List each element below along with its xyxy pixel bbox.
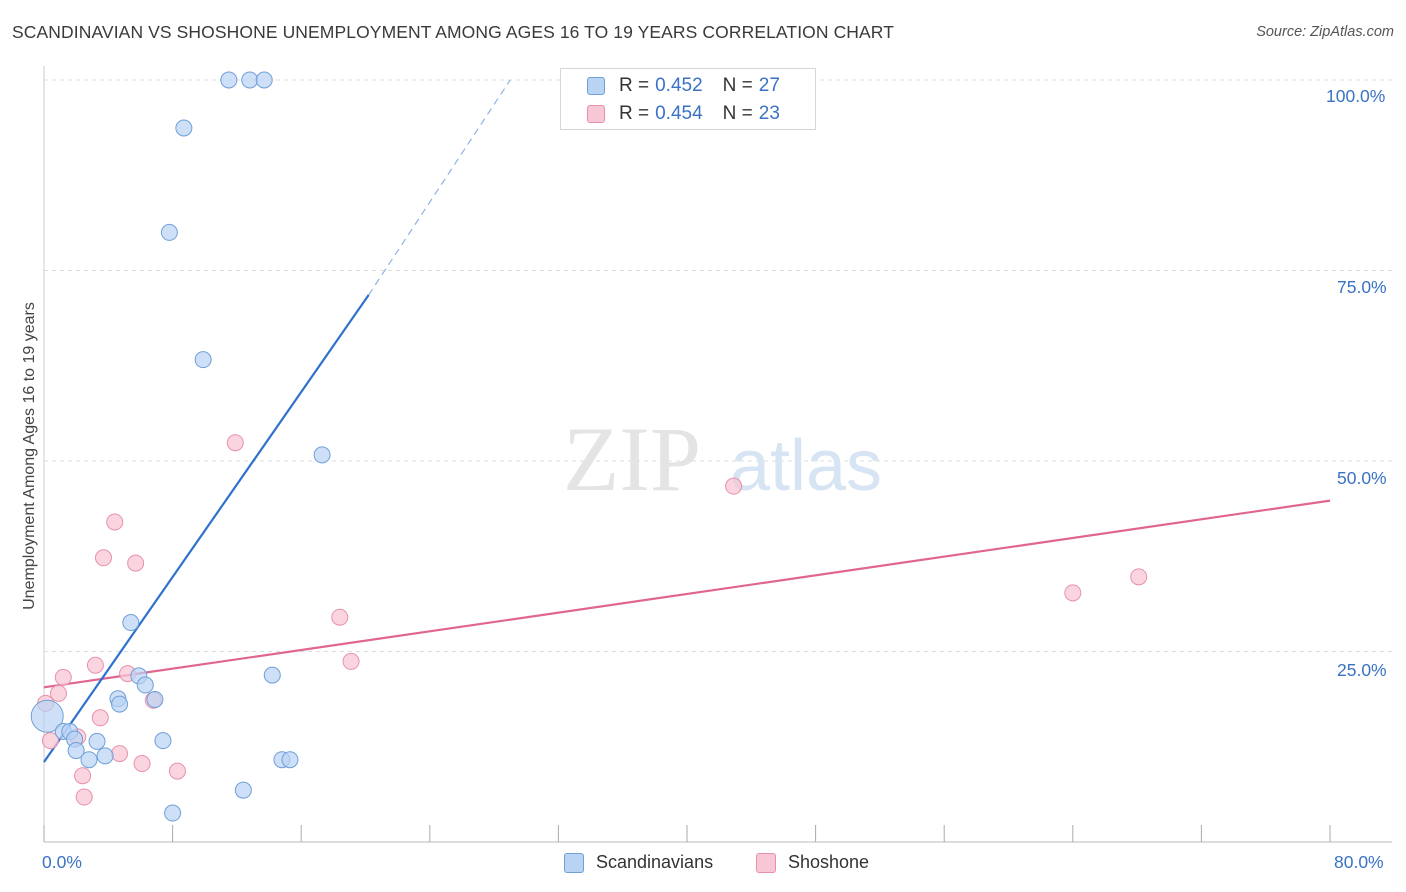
data-point-shoshone [127,554,145,572]
trend-lines [43,79,1331,763]
n-label: N = [722,75,753,96]
data-point-shoshone [54,668,72,686]
data-point-shoshone [49,684,67,702]
data-point-shoshone [331,608,349,626]
legend-item-shoshone: Shoshone [756,852,869,873]
data-point-scandinavians [96,747,114,765]
r-label: R = [619,103,650,124]
data-point-shoshone [94,549,112,567]
data-point-scandinavians [164,804,182,822]
data-point-scandinavians [281,751,299,769]
data-point-shoshone [168,762,186,780]
data-point-shoshone [1064,584,1082,602]
r-value: 0.452 [655,75,703,96]
swatch-blue-square [587,77,605,95]
series-legend: Scandinavians Shoshone [0,852,1406,876]
data-point-shoshone [133,755,151,773]
legend-label: Scandinavians [596,852,714,872]
legend-label: Shoshone [788,852,870,872]
y-tick-label: 25.0% [1337,660,1387,680]
source-label: Source: ZipAtlas.com [1256,24,1394,40]
data-point-shoshone [1130,568,1148,586]
y-tick-label: 75.0% [1337,277,1387,297]
gridlines [44,79,1392,652]
data-point-scandinavians [67,742,85,760]
data-point-shoshone [342,652,360,670]
data-point-scandinavians [175,119,193,137]
data-point-scandinavians [136,676,154,694]
data-point-shoshone [725,477,743,495]
r-value: 0.454 [655,103,703,124]
data-point-scandinavians [194,351,212,369]
x-tick-label-max: 80.0% [1334,852,1384,872]
data-points [30,71,1148,822]
correlation-legend: R = 0.452 N = 27 R = 0.454 N = 23 [560,68,816,130]
swatch-pink-square [756,852,776,873]
data-point-shoshone [106,513,124,531]
legend-row-scandinavians: R = 0.452 N = 27 [587,72,780,100]
data-point-scandinavians [80,751,98,769]
data-point-scandinavians [122,614,140,632]
chart-title: SCANDINAVIAN VS SHOSHONE UNEMPLOYMENT AM… [12,22,895,42]
data-point-shoshone [86,656,104,674]
swatch-blue-square [564,852,584,873]
data-point-scandinavians [154,732,172,750]
legend-item-scandinavians: Scandinavians [564,852,713,873]
watermark-atlas: atlas [730,426,882,506]
data-point-shoshone [111,745,129,763]
axes [43,66,1392,843]
data-point-scandinavians [255,71,273,89]
trend-line-shoshone [43,499,1331,689]
r-label: R = [619,75,650,96]
legend-row-shoshone: R = 0.454 N = 23 [587,100,780,128]
trend-line-extension [368,79,511,296]
data-point-shoshone [226,434,244,452]
n-value: 23 [758,103,780,124]
watermark: ZIP atlas [563,408,882,510]
data-point-scandinavians [30,699,64,733]
y-tick-label: 100.0% [1326,86,1386,106]
data-point-scandinavians [146,691,164,709]
trend-line-scandinavians [43,294,370,763]
data-point-scandinavians [220,71,238,89]
data-point-scandinavians [241,71,259,89]
data-point-shoshone [41,732,59,750]
data-point-scandinavians [111,695,129,713]
data-point-scandinavians [263,666,281,684]
data-point-shoshone [75,788,93,806]
data-point-scandinavians [88,732,106,750]
swatch-pink-square [587,105,605,123]
y-tick-label: 50.0% [1337,468,1387,488]
data-point-shoshone [91,709,109,727]
data-point-scandinavians [234,781,252,799]
data-point-scandinavians [313,446,331,464]
watermark-zip: ZIP [563,408,701,510]
n-value: 27 [758,75,780,96]
n-label: N = [722,103,753,124]
data-point-scandinavians [160,223,178,241]
x-tick-label-min: 0.0% [42,852,82,872]
data-point-shoshone [74,767,92,785]
